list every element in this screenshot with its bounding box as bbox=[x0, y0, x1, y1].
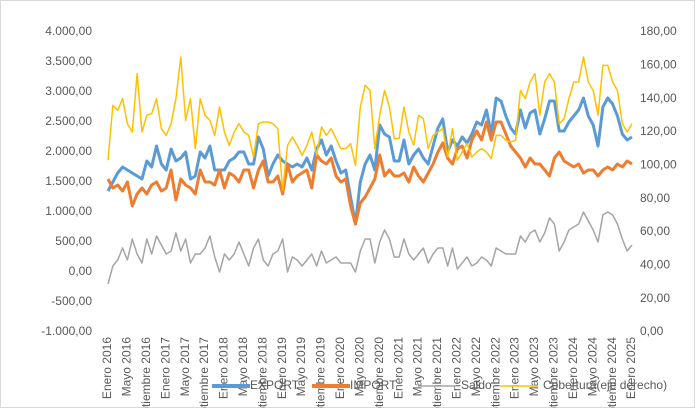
series-line bbox=[107, 211, 633, 285]
x-tick-label: Enero 2021 bbox=[391, 337, 405, 399]
y-tick-label: 3.000,00 bbox=[45, 84, 92, 98]
x-tick-label: Septiembre 2024 bbox=[605, 337, 619, 408]
y-tick-label: -500,00 bbox=[51, 294, 92, 308]
x-tick-label: Mayo 2024 bbox=[585, 337, 599, 397]
x-tick-label: Enero 2018 bbox=[217, 337, 231, 399]
y-tick-label: 2.000,00 bbox=[45, 144, 92, 158]
x-tick-label: Enero 2024 bbox=[566, 337, 580, 399]
y2-tick-label: 0,00 bbox=[640, 324, 664, 338]
legend-label: Cobertura(eje derecho) bbox=[543, 378, 667, 392]
x-tick-label: Enero 2023 bbox=[508, 337, 522, 399]
y-tick-label: 500,00 bbox=[55, 234, 92, 248]
x-tick-label: Mayo 2021 bbox=[411, 337, 425, 397]
legend-label: Saldo bbox=[461, 378, 492, 392]
series-line bbox=[107, 56, 633, 192]
x-tick-label: Enero 2025 bbox=[624, 337, 638, 399]
x-tick-label: Enero 2016 bbox=[100, 337, 114, 399]
series-line bbox=[106, 120, 633, 226]
x-tick-label: Septiembre 2019 bbox=[314, 337, 328, 408]
x-tick-label: Septiembre 2020 bbox=[372, 337, 386, 408]
x-tick-label: Septiembre 2022 bbox=[488, 337, 502, 408]
x-tick-label: Septiembre 2023 bbox=[547, 337, 561, 408]
x-tick-label: Mayo 2017 bbox=[178, 337, 192, 397]
x-tick-label: Septiembre 2018 bbox=[255, 337, 269, 408]
x-tick-label: Mayo 2020 bbox=[352, 337, 366, 397]
y2-tick-label: 20,00 bbox=[640, 291, 670, 305]
y-tick-label: 1.000,00 bbox=[45, 204, 92, 218]
x-tick-label: Mayo 2018 bbox=[236, 337, 250, 397]
y2-tick-label: 160,00 bbox=[640, 58, 677, 72]
x-tick-label: Enero 2017 bbox=[158, 337, 172, 399]
y-tick-label: 0,00 bbox=[69, 264, 93, 278]
x-tick-label: Mayo 2022 bbox=[469, 337, 483, 397]
y2-tick-label: 100,00 bbox=[640, 158, 677, 172]
x-tick-label: Enero 2019 bbox=[275, 337, 289, 399]
y2-tick-label: 60,00 bbox=[640, 224, 670, 238]
y-tick-label: 4.000,00 bbox=[45, 24, 92, 38]
x-tick-label: Septiembre 2016 bbox=[139, 337, 153, 408]
y-tick-label: 2.500,00 bbox=[45, 114, 92, 128]
y-tick-label: 1.500,00 bbox=[45, 174, 92, 188]
series-line bbox=[106, 96, 633, 226]
x-tick-label: Mayo 2019 bbox=[294, 337, 308, 397]
y-tick-label: -1.000,00 bbox=[41, 324, 92, 338]
x-tick-label: Enero 2020 bbox=[333, 337, 347, 399]
y2-tick-label: 120,00 bbox=[640, 124, 677, 138]
y2-tick-label: 140,00 bbox=[640, 91, 677, 105]
x-tick-label: Enero 2022 bbox=[450, 337, 464, 399]
x-tick-label: Septiembre 2021 bbox=[430, 337, 444, 408]
y2-tick-label: 40,00 bbox=[640, 258, 670, 272]
y2-tick-label: 180,00 bbox=[640, 24, 677, 38]
y2-tick-label: 80,00 bbox=[640, 191, 670, 205]
x-tick-label: Mayo 2023 bbox=[527, 337, 541, 397]
legend-label: IMPORT bbox=[350, 378, 397, 392]
x-tick-label: Septiembre 2017 bbox=[197, 337, 211, 408]
legend-label: EXPORT bbox=[250, 378, 300, 392]
x-tick-label: Mayo 2016 bbox=[120, 337, 134, 397]
y-tick-label: 3.500,00 bbox=[45, 54, 92, 68]
